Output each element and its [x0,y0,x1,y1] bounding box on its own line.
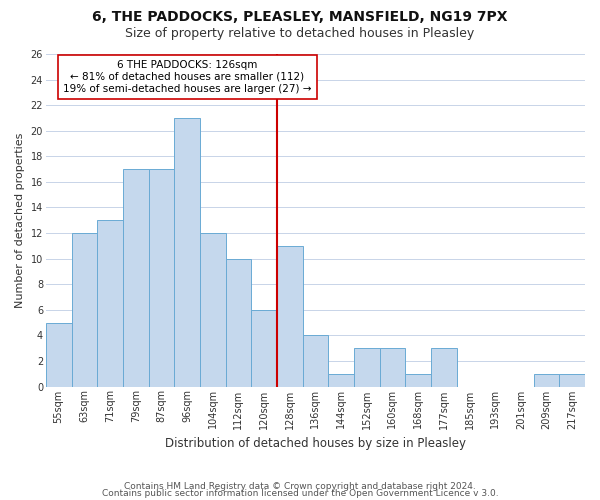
Bar [431,348,457,387]
Bar [149,169,174,386]
Bar [277,246,302,386]
Bar [97,220,123,386]
Text: 6 THE PADDOCKS: 126sqm
← 81% of detached houses are smaller (112)
19% of semi-de: 6 THE PADDOCKS: 126sqm ← 81% of detached… [63,60,311,94]
Bar [302,336,328,386]
Bar [380,348,405,387]
Text: 6, THE PADDOCKS, PLEASLEY, MANSFIELD, NG19 7PX: 6, THE PADDOCKS, PLEASLEY, MANSFIELD, NG… [92,10,508,24]
Bar [71,233,97,386]
Bar [559,374,585,386]
X-axis label: Distribution of detached houses by size in Pleasley: Distribution of detached houses by size … [165,437,466,450]
Bar [226,258,251,386]
Bar [123,169,149,386]
Y-axis label: Number of detached properties: Number of detached properties [15,132,25,308]
Text: Size of property relative to detached houses in Pleasley: Size of property relative to detached ho… [125,28,475,40]
Bar [46,322,71,386]
Bar [328,374,354,386]
Bar [200,233,226,386]
Text: Contains public sector information licensed under the Open Government Licence v : Contains public sector information licen… [101,489,499,498]
Text: Contains HM Land Registry data © Crown copyright and database right 2024.: Contains HM Land Registry data © Crown c… [124,482,476,491]
Bar [174,118,200,386]
Bar [533,374,559,386]
Bar [354,348,380,387]
Bar [251,310,277,386]
Bar [405,374,431,386]
